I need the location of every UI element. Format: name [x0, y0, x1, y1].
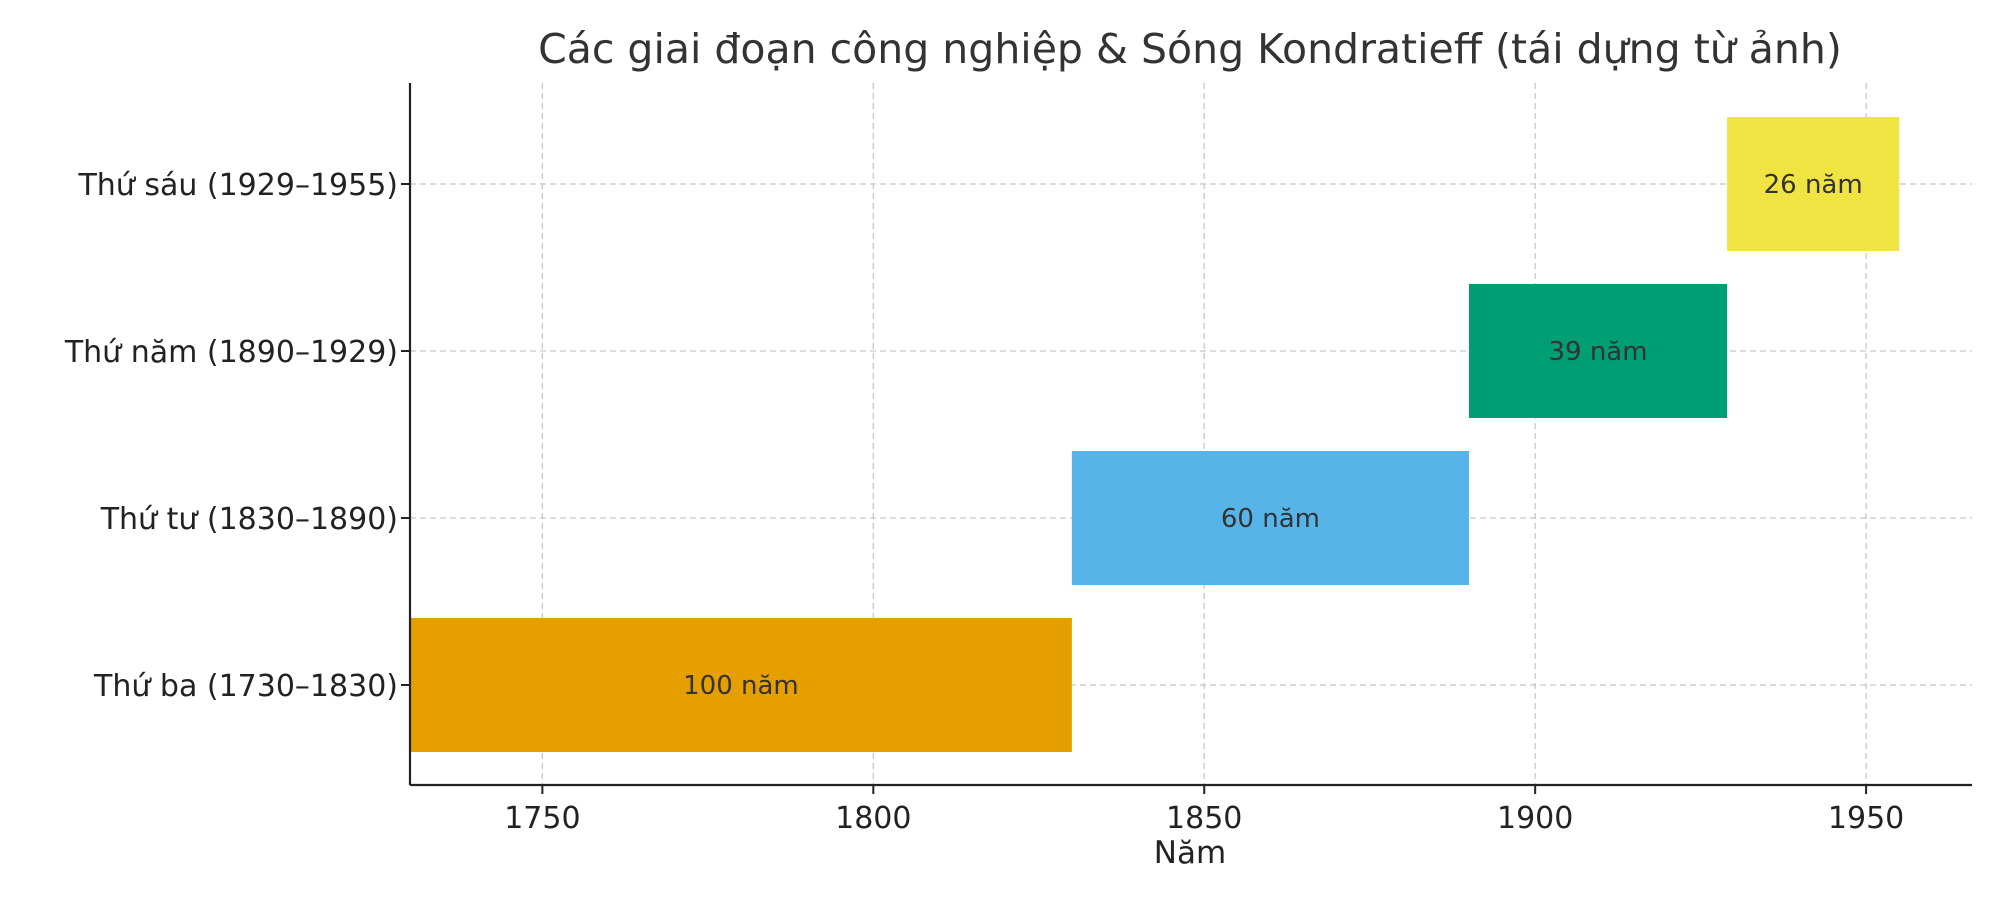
bars: 100 năm 60 năm 39 năm 26 năm: [410, 117, 1900, 752]
bar: [1071, 451, 1469, 585]
x-axis-label: Năm: [1154, 835, 1226, 871]
y-tick-label: Thứ tư (1830–1890): [100, 502, 398, 537]
bar: [1468, 284, 1728, 418]
x-tick-label: 1800: [835, 801, 911, 836]
y-tick-label: Thứ ba (1730–1830): [93, 669, 398, 704]
bar: [410, 618, 1072, 752]
bar-label: 100 năm: [683, 671, 799, 701]
bar-label: 26 năm: [1764, 170, 1863, 200]
axes: 1750 1800 1850 1900 1950 Thứ ba (1730–1830) Th…: [64, 83, 1972, 836]
chart-title: Các giai đoạn công nghiệp & Sóng Kondrat…: [538, 25, 1842, 73]
bar: [1727, 117, 1900, 251]
y-tick-label: Thứ năm (1890–1929): [64, 335, 398, 370]
bar-label: 60 năm: [1221, 504, 1320, 534]
y-tick-label: Thứ sáu (1929–1955): [77, 168, 398, 203]
bar-label: 39 năm: [1548, 337, 1647, 367]
x-tick-label: 1950: [1828, 801, 1904, 836]
x-tick-label: 1750: [504, 801, 580, 836]
x-tick-label: 1900: [1497, 801, 1573, 836]
x-tick-label: 1850: [1166, 801, 1242, 836]
